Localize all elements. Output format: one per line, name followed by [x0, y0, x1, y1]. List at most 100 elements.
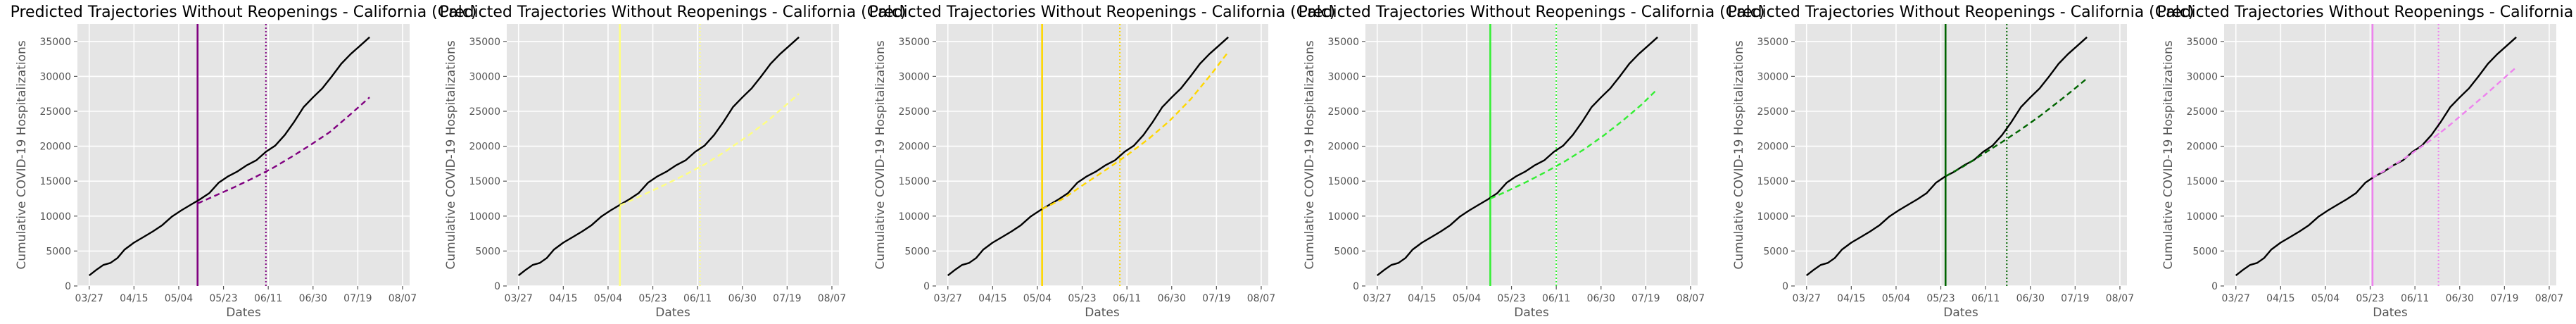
- y-tick-label: 5000: [904, 246, 930, 257]
- y-axis-label: Cumulative COVID-19 Hospitalizations: [1303, 40, 1317, 269]
- chart-title: Predicted Trajectories Without Reopening…: [11, 4, 477, 21]
- x-tick-label: 05/23: [1497, 293, 1525, 304]
- y-tick-label: 35000: [469, 37, 500, 48]
- y-tick-label: 20000: [39, 142, 71, 153]
- y-tick-label: 15000: [898, 176, 930, 187]
- y-tick-label: 20000: [1757, 142, 1788, 153]
- y-tick-label: 5000: [475, 246, 500, 257]
- observed-series-line: [517, 36, 800, 277]
- observed-series-line: [1805, 36, 2088, 277]
- plot-area: [77, 24, 410, 286]
- x-tick-label: 07/19: [343, 293, 372, 304]
- x-tick-label: 03/27: [2222, 293, 2250, 304]
- x-tick-label: 05/04: [1023, 293, 1052, 304]
- x-tick-label: 04/15: [549, 293, 577, 304]
- chart-panel-4: 0 5000 10000 15000 20000 25000 30000 35000 03/27…: [1299, 4, 1765, 320]
- chart-title: Predicted Trajectories Without Reopening…: [1299, 4, 1765, 21]
- plot-area: [936, 24, 1268, 286]
- y-tick-label: 25000: [898, 106, 930, 118]
- y-tick-label: 15000: [1327, 176, 1359, 187]
- y-axis-label: Cumulative COVID-19 Hospitalizations: [2161, 40, 2176, 269]
- x-tick-label: 06/11: [1971, 293, 2000, 304]
- y-tick-label: 30000: [469, 71, 500, 82]
- y-tick-label: 10000: [469, 211, 500, 223]
- y-tick-label: 0: [1782, 281, 1788, 292]
- y-tick-label: 0: [65, 281, 71, 292]
- x-tick-label: 04/15: [2266, 293, 2294, 304]
- y-axis-label: Cumulative COVID-19 Hospitalizations: [1732, 40, 1746, 269]
- x-tick-label: 05/04: [165, 293, 193, 304]
- x-tick-label: 03/27: [934, 293, 962, 304]
- x-axis-label: Dates: [226, 306, 261, 320]
- y-tick-label: 0: [494, 281, 500, 292]
- x-tick-label: 06/11: [1542, 293, 1570, 304]
- x-tick-label: 05/23: [1068, 293, 1096, 304]
- x-tick-label: 03/27: [1793, 293, 1821, 304]
- x-tick-label: 05/04: [1882, 293, 1910, 304]
- x-tick-label: 07/19: [2061, 293, 2089, 304]
- chart-panel-2: 0 5000 10000 15000 20000 25000 30000 35000 03/27…: [440, 4, 907, 320]
- x-tick-label: 05/04: [2311, 293, 2340, 304]
- y-tick-label: 35000: [1757, 37, 1788, 48]
- y-tick-label: 0: [923, 281, 930, 292]
- x-axis-label: Dates: [2373, 306, 2408, 320]
- y-tick-label: 5000: [2192, 246, 2218, 257]
- y-tick-label: 35000: [1327, 37, 1359, 48]
- x-tick-label: 07/19: [2490, 293, 2518, 304]
- y-tick-label: 30000: [1757, 71, 1788, 82]
- y-tick-label: 30000: [898, 71, 930, 82]
- y-tick-label: 10000: [1757, 211, 1788, 223]
- chart-panel-5: 0 5000 10000 15000 20000 25000 30000 35000 03/27…: [1728, 4, 2195, 320]
- observed-series-line: [88, 36, 370, 277]
- chart-title: Predicted Trajectories Without Reopening…: [440, 4, 907, 21]
- y-tick-label: 15000: [39, 176, 71, 187]
- x-tick-label: 04/15: [1408, 293, 1436, 304]
- y-tick-label: 30000: [39, 71, 71, 82]
- y-tick-label: 10000: [1327, 211, 1359, 223]
- x-tick-label: 06/30: [2016, 293, 2045, 304]
- x-tick-label: 07/19: [1631, 293, 1660, 304]
- x-tick-label: 05/23: [638, 293, 667, 304]
- y-tick-label: 5000: [1334, 246, 1359, 257]
- x-tick-label: 06/30: [728, 293, 757, 304]
- observed-series-line: [2235, 36, 2517, 277]
- chart-panel-3: 0 5000 10000 15000 20000 25000 30000 35000 03/27…: [869, 4, 1336, 320]
- y-tick-label: 25000: [2186, 106, 2218, 118]
- x-tick-label: 05/23: [1926, 293, 1955, 304]
- x-tick-label: 06/30: [299, 293, 327, 304]
- y-tick-label: 20000: [898, 142, 930, 153]
- y-tick-label: 0: [1353, 281, 1359, 292]
- y-tick-label: 20000: [2186, 142, 2218, 153]
- x-tick-label: 06/11: [2401, 293, 2429, 304]
- x-tick-label: 03/27: [1363, 293, 1391, 304]
- predicted-series-line: [2372, 66, 2517, 179]
- y-tick-label: 35000: [39, 37, 71, 48]
- x-tick-label: 08/07: [2535, 293, 2563, 304]
- x-tick-label: 05/23: [209, 293, 237, 304]
- x-axis-label: Dates: [1514, 306, 1549, 320]
- chart-panel-1: 0 5000 10000 15000 20000 25000 30000 35000 03/27…: [11, 4, 477, 320]
- y-tick-label: 0: [2211, 281, 2218, 292]
- plot-area: [2224, 24, 2556, 286]
- y-tick-label: 5000: [1763, 246, 1788, 257]
- x-tick-label: 04/15: [1837, 293, 1865, 304]
- x-tick-label: 06/30: [2446, 293, 2474, 304]
- y-tick-label: 30000: [2186, 71, 2218, 82]
- x-tick-label: 08/07: [2106, 293, 2134, 304]
- x-axis-label: Dates: [655, 306, 690, 320]
- predicted-series-line: [619, 93, 800, 206]
- chart-title: Predicted Trajectories Without Reopening…: [1728, 4, 2195, 21]
- y-axis-label: Cumulative COVID-19 Hospitalizations: [444, 40, 458, 269]
- y-tick-label: 10000: [898, 211, 930, 223]
- plot-area: [1365, 24, 1698, 286]
- chart-title: Predicted Trajectories Without Reopening…: [2157, 4, 2576, 21]
- x-tick-label: 08/07: [1247, 293, 1275, 304]
- x-tick-label: 06/11: [1113, 293, 1141, 304]
- x-tick-label: 05/04: [594, 293, 622, 304]
- x-tick-label: 05/23: [2356, 293, 2384, 304]
- y-tick-label: 25000: [39, 106, 71, 118]
- x-tick-label: 04/15: [978, 293, 1006, 304]
- x-tick-label: 04/15: [120, 293, 148, 304]
- x-tick-label: 08/07: [1677, 293, 1705, 304]
